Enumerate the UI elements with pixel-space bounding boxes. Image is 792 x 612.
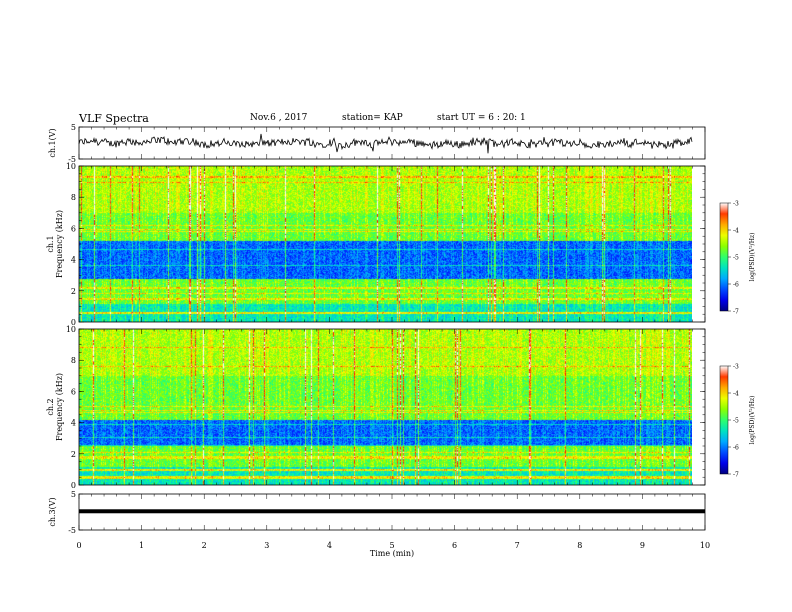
y-axis-label: ch.1 xyxy=(46,235,55,252)
y-axis-label: ch.2 xyxy=(46,398,55,415)
y-axis-label: ch.3(V) xyxy=(48,497,57,526)
y-tick-label: -5 xyxy=(68,526,76,535)
x-tick-label: 3 xyxy=(264,541,269,550)
ch1-spectrogram xyxy=(79,166,692,322)
colorbar-tick-label: -7 xyxy=(733,472,739,479)
ch3-waveform-trace xyxy=(79,509,705,514)
y-tick-label: 8 xyxy=(71,193,76,202)
y-tick-label: 4 xyxy=(71,256,76,265)
y-tick-label: 10 xyxy=(66,162,76,171)
x-tick-label: 9 xyxy=(640,541,645,550)
y-axis-label: Frequency (kHz) xyxy=(55,373,64,441)
colorbar-tick-label: -5 xyxy=(733,418,739,425)
colorbar-tick-label: -5 xyxy=(733,255,739,262)
colorbar-tick-label: -3 xyxy=(733,364,739,371)
ch2-spectrogram-colorbar xyxy=(719,365,729,475)
y-tick-label: 0 xyxy=(71,318,76,327)
colorbar-tick-label: -7 xyxy=(733,309,739,316)
ch2-spectrogram xyxy=(79,329,692,485)
y-tick-label: 6 xyxy=(71,224,76,233)
colorbar-tick-label: -4 xyxy=(733,391,739,398)
y-tick-label: 10 xyxy=(66,325,76,334)
start-time-label: start UT = 6 : 20: 1 xyxy=(437,113,526,123)
y-axis-label: ch.1(V) xyxy=(48,128,57,157)
colorbar-tick-label: -6 xyxy=(733,445,739,452)
x-tick-label: 6 xyxy=(452,541,457,550)
colorbar-tick-label: -3 xyxy=(733,201,739,208)
ch1-spectrogram-colorbar xyxy=(719,202,729,312)
colorbar-tick-label: -6 xyxy=(733,282,739,289)
station-label: station= KAP xyxy=(342,113,403,123)
colorbar-label: log(PSD)(V²/Hz) xyxy=(749,396,756,445)
x-tick-label: 1 xyxy=(139,541,144,550)
colorbar-label: log(PSD)(V²/Hz) xyxy=(749,233,756,282)
x-tick-label: 0 xyxy=(76,541,81,550)
y-tick-label: -5 xyxy=(68,155,76,164)
colorbar-tick-label: -4 xyxy=(733,228,739,235)
y-tick-label: 6 xyxy=(71,387,76,396)
y-tick-label: 0 xyxy=(71,481,76,490)
x-tick-label: 10 xyxy=(700,541,710,550)
y-tick-label: 8 xyxy=(71,356,76,365)
x-tick-label: 2 xyxy=(202,541,207,550)
date-label: Nov.6 , 2017 xyxy=(250,113,308,123)
x-tick-label: 7 xyxy=(515,541,520,550)
ch1-waveform-trace xyxy=(78,133,693,154)
x-tick-label: 8 xyxy=(577,541,582,550)
y-tick-label: 2 xyxy=(71,287,76,296)
x-tick-label: 4 xyxy=(327,541,332,550)
x-tick-label: 5 xyxy=(389,541,394,550)
y-tick-label: 4 xyxy=(71,419,76,428)
y-axis-label: Frequency (kHz) xyxy=(55,210,64,278)
y-tick-label: 5 xyxy=(71,490,76,499)
x-axis-label: Time (min) xyxy=(370,549,414,558)
y-tick-label: 2 xyxy=(71,450,76,459)
y-tick-label: 5 xyxy=(71,123,76,132)
chart-title: VLF Spectra xyxy=(79,112,149,125)
